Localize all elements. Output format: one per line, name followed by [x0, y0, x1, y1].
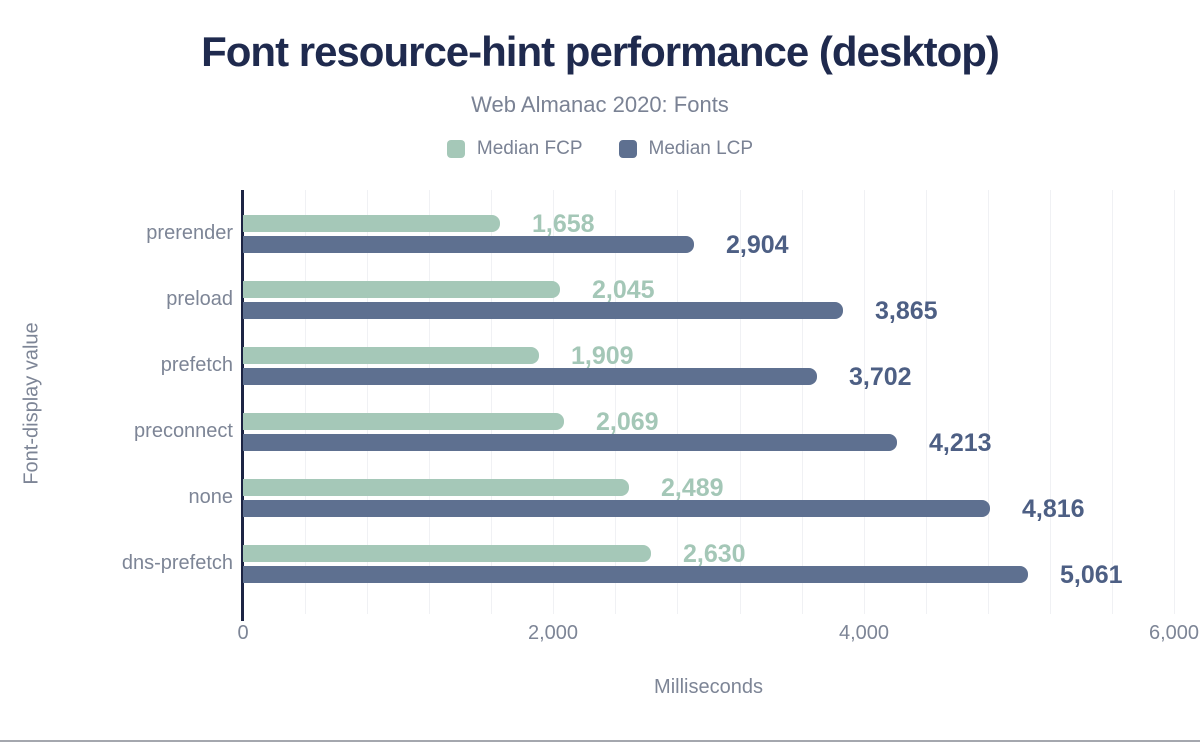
value-label-prerender-fcp: 1,658: [532, 209, 595, 238]
legend: Median FCP Median LCP: [0, 138, 1200, 160]
value-label-preload-fcp: 2,045: [592, 275, 655, 304]
gridline: [677, 190, 678, 614]
legend-item-fcp: Median FCP: [446, 138, 583, 160]
bar-preload-fcp[interactable]: [243, 281, 560, 298]
gridline: [864, 190, 865, 614]
value-label-prefetch-lcp: 3,702: [849, 362, 912, 391]
bar-none-fcp[interactable]: [243, 479, 629, 496]
x-axis-title: Milliseconds: [654, 676, 763, 698]
x-tick-2000: 2,000: [527, 622, 579, 644]
value-label-preconnect-lcp: 4,213: [929, 428, 992, 457]
category-label-prefetch: prefetch: [160, 354, 233, 376]
gridline: [1174, 190, 1175, 614]
value-label-dns-prefetch-lcp: 5,061: [1060, 560, 1123, 589]
legend-item-lcp: Median LCP: [618, 138, 754, 160]
legend-swatch-icon: [618, 140, 637, 158]
gridline: [988, 190, 989, 614]
bar-dns-prefetch-lcp[interactable]: [243, 566, 1028, 583]
chart-title: Font resource-hint performance (desktop): [201, 28, 1000, 75]
value-label-preload-lcp: 3,865: [875, 296, 938, 325]
category-label-prerender: prerender: [146, 222, 233, 244]
bar-preconnect-lcp[interactable]: [243, 434, 897, 451]
x-tick-6000: 6,000: [1148, 622, 1200, 644]
bar-preconnect-fcp[interactable]: [243, 413, 564, 430]
bar-prerender-lcp[interactable]: [243, 236, 694, 253]
chart-subtitle: Web Almanac 2020: Fonts: [471, 92, 729, 117]
legend-label: Median LCP: [648, 138, 754, 159]
gridline: [1050, 190, 1051, 614]
gridline: [1112, 190, 1113, 614]
gridline: [429, 190, 430, 614]
value-label-none-fcp: 2,489: [661, 473, 724, 502]
bar-dns-prefetch-fcp[interactable]: [243, 545, 651, 562]
value-label-none-lcp: 4,816: [1022, 494, 1085, 523]
y-axis-title: Font-display value: [20, 322, 43, 485]
plot-area: 1,658 2,904 2,045 3,865 1,909 3,702 2,069 4,213…: [243, 190, 1175, 614]
gridline: [740, 190, 741, 614]
bar-prerender-fcp[interactable]: [243, 215, 500, 232]
bar-prefetch-fcp[interactable]: [243, 347, 539, 364]
gridline: [802, 190, 803, 614]
gridline: [926, 190, 927, 614]
gridline: [553, 190, 554, 614]
category-label-dns-prefetch: dns-prefetch: [121, 552, 233, 574]
legend-swatch-icon: [446, 140, 465, 158]
gridline: [367, 190, 368, 614]
legend-label: Median FCP: [476, 138, 583, 159]
x-tick-0: 0: [237, 622, 249, 644]
category-label-preload: preload: [166, 288, 233, 310]
value-label-prefetch-fcp: 1,909: [571, 341, 634, 370]
value-label-prerender-lcp: 2,904: [726, 230, 789, 259]
category-label-none: none: [188, 486, 234, 508]
bar-preload-lcp[interactable]: [243, 302, 843, 319]
y-axis-line: [241, 190, 244, 621]
category-label-preconnect: preconnect: [134, 420, 233, 442]
value-label-dns-prefetch-fcp: 2,630: [683, 539, 746, 568]
gridline: [491, 190, 492, 614]
value-label-preconnect-fcp: 2,069: [596, 407, 659, 436]
bar-none-lcp[interactable]: [243, 500, 990, 517]
bar-prefetch-lcp[interactable]: [243, 368, 817, 385]
x-tick-4000: 4,000: [838, 622, 890, 644]
gridline: [305, 190, 306, 614]
gridline: [615, 190, 616, 614]
